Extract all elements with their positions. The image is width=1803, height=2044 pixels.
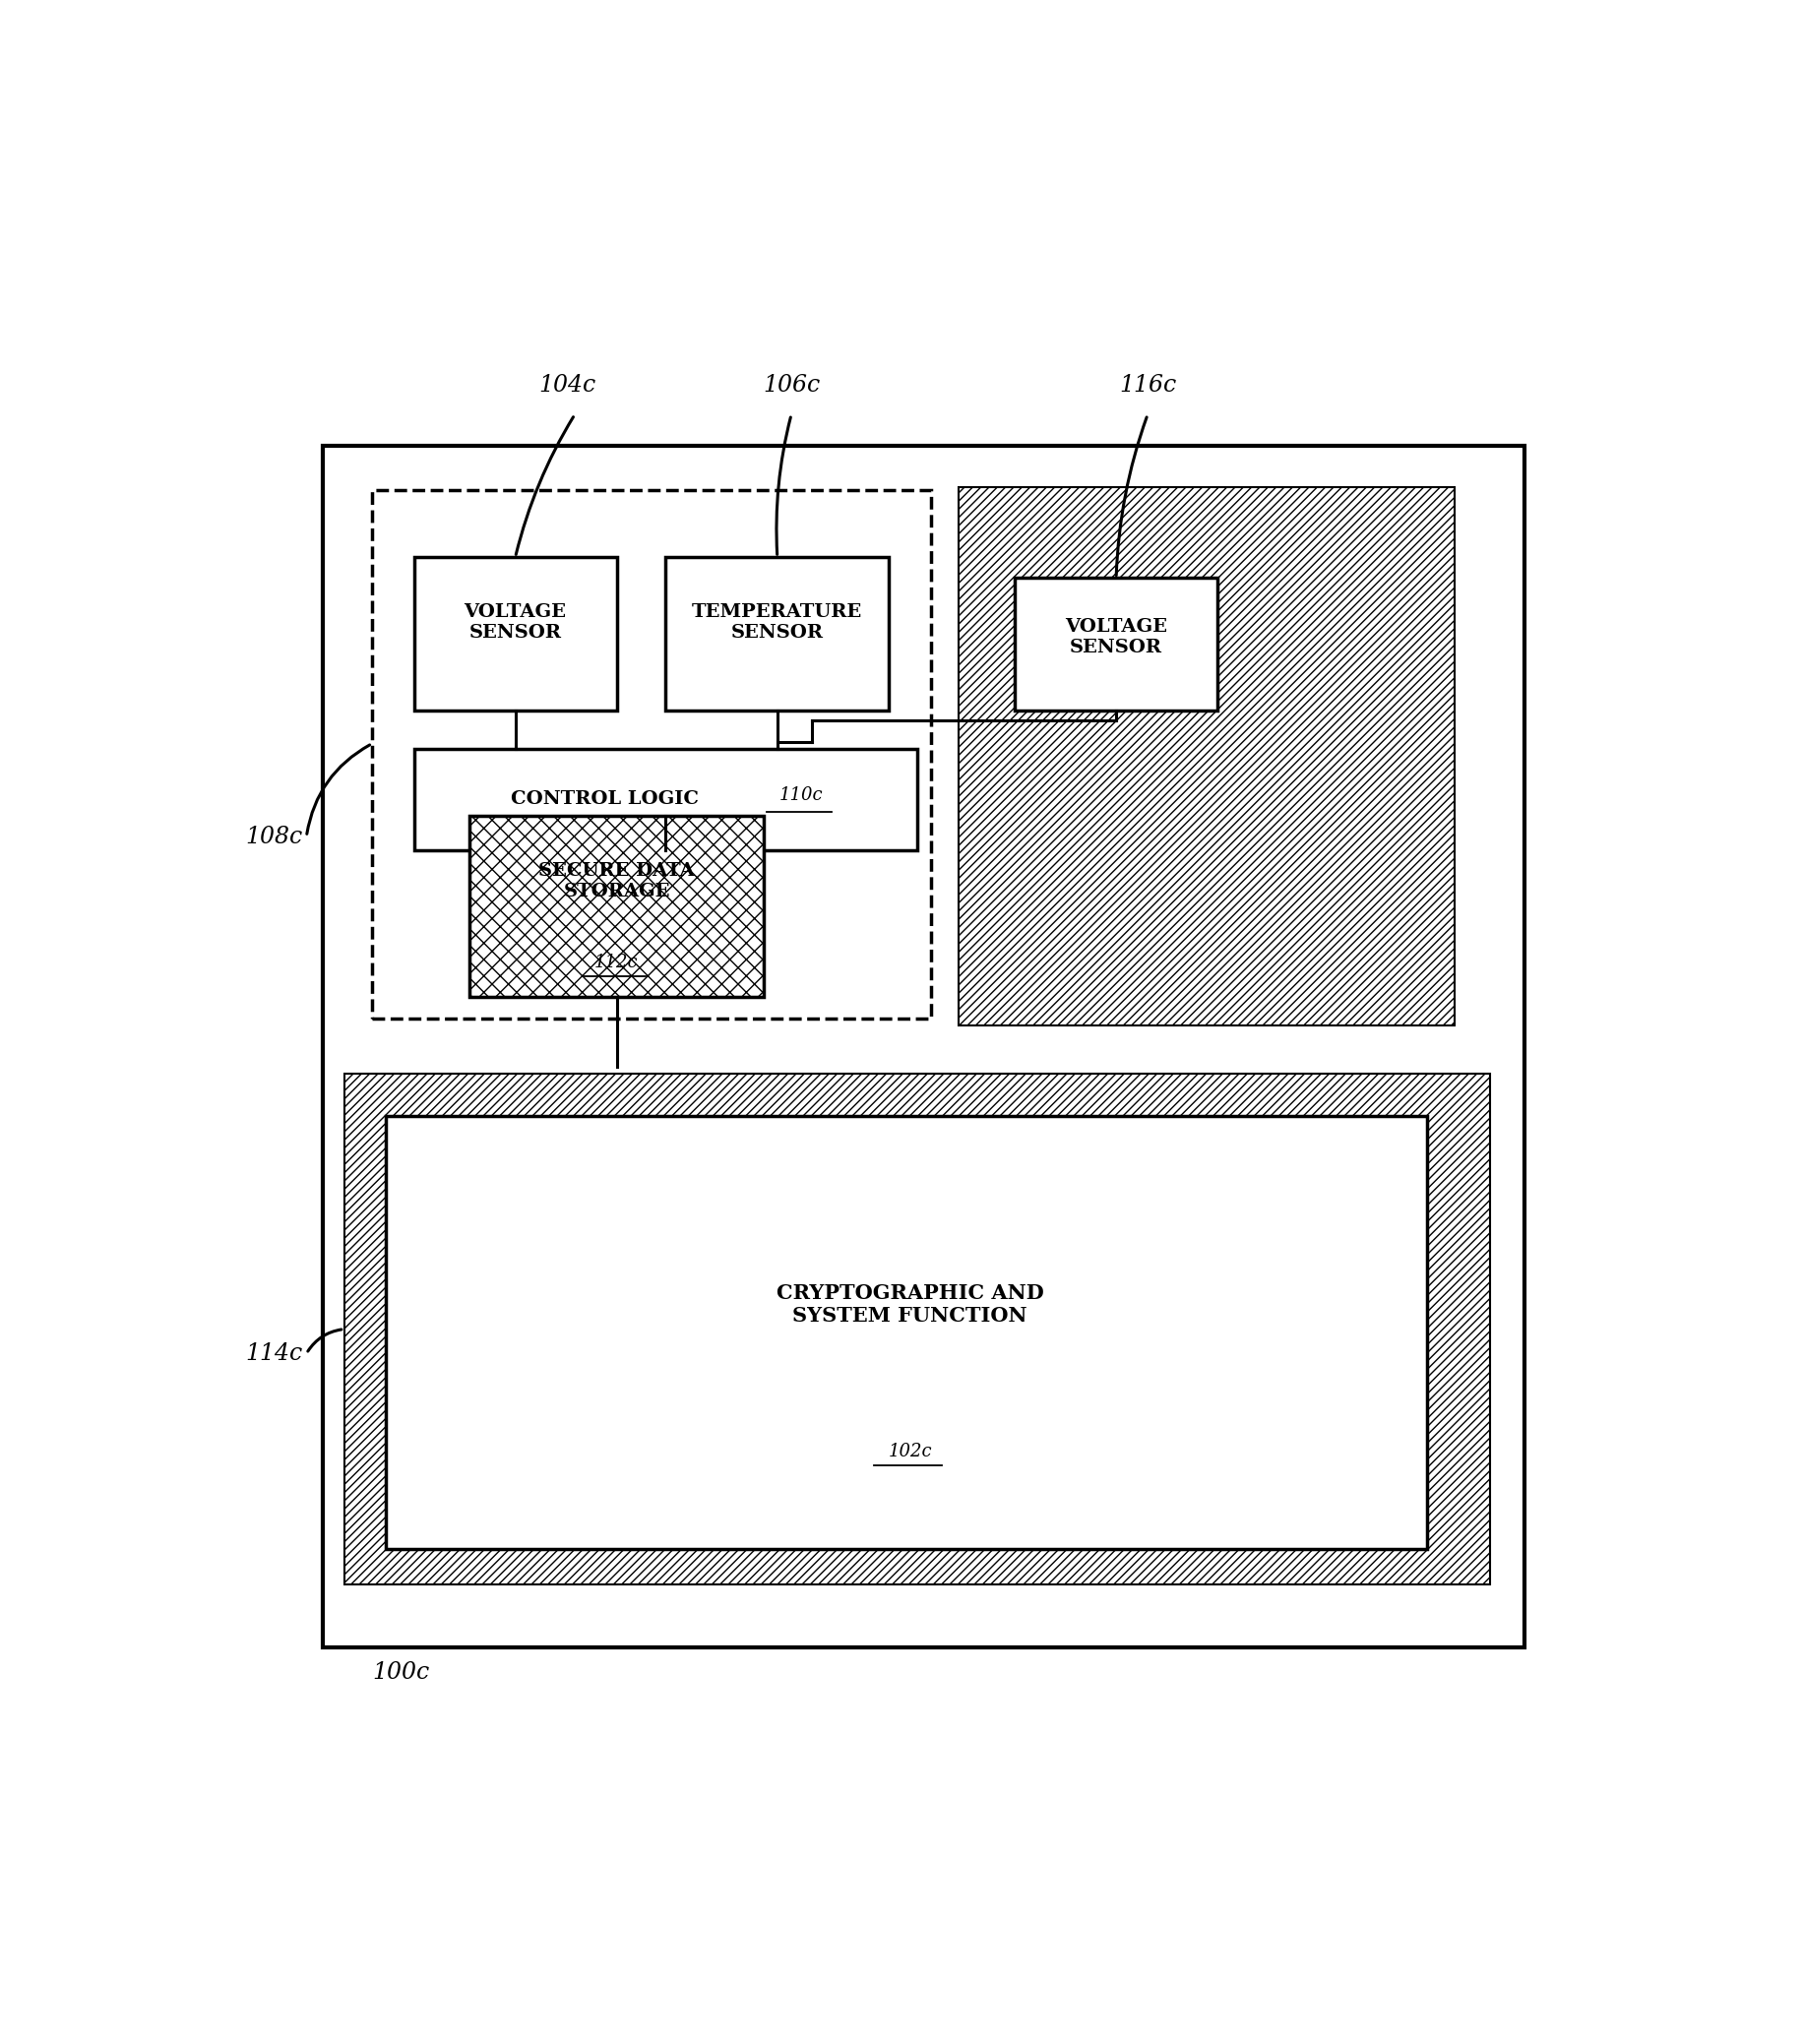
Bar	[1015, 578, 1217, 711]
Text: 104c: 104c	[539, 374, 597, 397]
Text: VOLTAGE
SENSOR: VOLTAGE SENSOR	[463, 603, 566, 642]
Bar	[471, 816, 763, 997]
Bar	[415, 748, 918, 850]
Text: SECURE DATA
STORAGE: SECURE DATA STORAGE	[539, 863, 694, 901]
Text: 102c: 102c	[889, 1443, 932, 1459]
Text: 116c: 116c	[1120, 374, 1176, 397]
Text: 110c: 110c	[779, 787, 824, 803]
Text: VOLTAGE
SENSOR: VOLTAGE SENSOR	[1066, 619, 1167, 656]
Text: 108c: 108c	[245, 826, 303, 848]
Bar	[415, 558, 617, 711]
Bar	[344, 1075, 1489, 1584]
Bar	[371, 491, 930, 1018]
Bar	[386, 1116, 1428, 1549]
Bar	[959, 486, 1455, 1026]
Text: 100c: 100c	[371, 1662, 429, 1684]
Bar	[665, 558, 889, 711]
Text: 114c: 114c	[245, 1343, 303, 1365]
Text: CRYPTOGRAPHIC AND
SYSTEM FUNCTION: CRYPTOGRAPHIC AND SYSTEM FUNCTION	[777, 1284, 1044, 1327]
Bar	[471, 816, 763, 997]
Text: 112c: 112c	[595, 953, 638, 971]
Bar	[323, 446, 1525, 1647]
Text: CONTROL LOGIC: CONTROL LOGIC	[512, 791, 700, 809]
Text: TEMPERATURE
SENSOR: TEMPERATURE SENSOR	[692, 603, 862, 642]
Text: 106c: 106c	[763, 374, 820, 397]
